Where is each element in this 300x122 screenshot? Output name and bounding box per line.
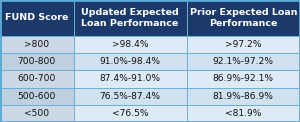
Bar — [0, 88, 74, 105]
Text: 700-800: 700-800 — [18, 57, 56, 66]
Text: 91.0%-98.4%: 91.0%-98.4% — [100, 57, 160, 66]
Text: <76.5%: <76.5% — [112, 109, 148, 118]
Text: 86.9%-92.1%: 86.9%-92.1% — [213, 75, 274, 83]
Text: 600-700: 600-700 — [18, 75, 56, 83]
Bar — [187, 88, 300, 105]
Text: 87.4%-91.0%: 87.4%-91.0% — [100, 75, 160, 83]
Text: >98.4%: >98.4% — [112, 40, 148, 49]
Text: 500-600: 500-600 — [18, 92, 56, 101]
Bar — [74, 88, 187, 105]
Bar — [74, 105, 187, 122]
Bar — [0, 70, 74, 88]
Text: >800: >800 — [24, 40, 49, 49]
Bar — [74, 70, 187, 88]
Text: Prior Expected Loan
Performance: Prior Expected Loan Performance — [190, 8, 297, 28]
Text: Updated Expected
Loan Performance: Updated Expected Loan Performance — [81, 8, 179, 28]
Bar — [187, 0, 300, 36]
Bar — [0, 0, 74, 36]
Text: FUND Score: FUND Score — [5, 14, 68, 22]
Bar — [74, 53, 187, 70]
Text: 81.9%-86.9%: 81.9%-86.9% — [213, 92, 274, 101]
Text: <500: <500 — [24, 109, 49, 118]
Text: >97.2%: >97.2% — [225, 40, 262, 49]
Bar — [187, 53, 300, 70]
Bar — [74, 0, 187, 36]
Bar — [74, 36, 187, 53]
Bar — [0, 53, 74, 70]
Text: <81.9%: <81.9% — [225, 109, 262, 118]
Bar — [0, 36, 74, 53]
Bar — [187, 105, 300, 122]
Bar — [0, 105, 74, 122]
Text: 92.1%-97.2%: 92.1%-97.2% — [213, 57, 274, 66]
Bar — [187, 36, 300, 53]
Bar — [187, 70, 300, 88]
Text: 76.5%-87.4%: 76.5%-87.4% — [100, 92, 160, 101]
